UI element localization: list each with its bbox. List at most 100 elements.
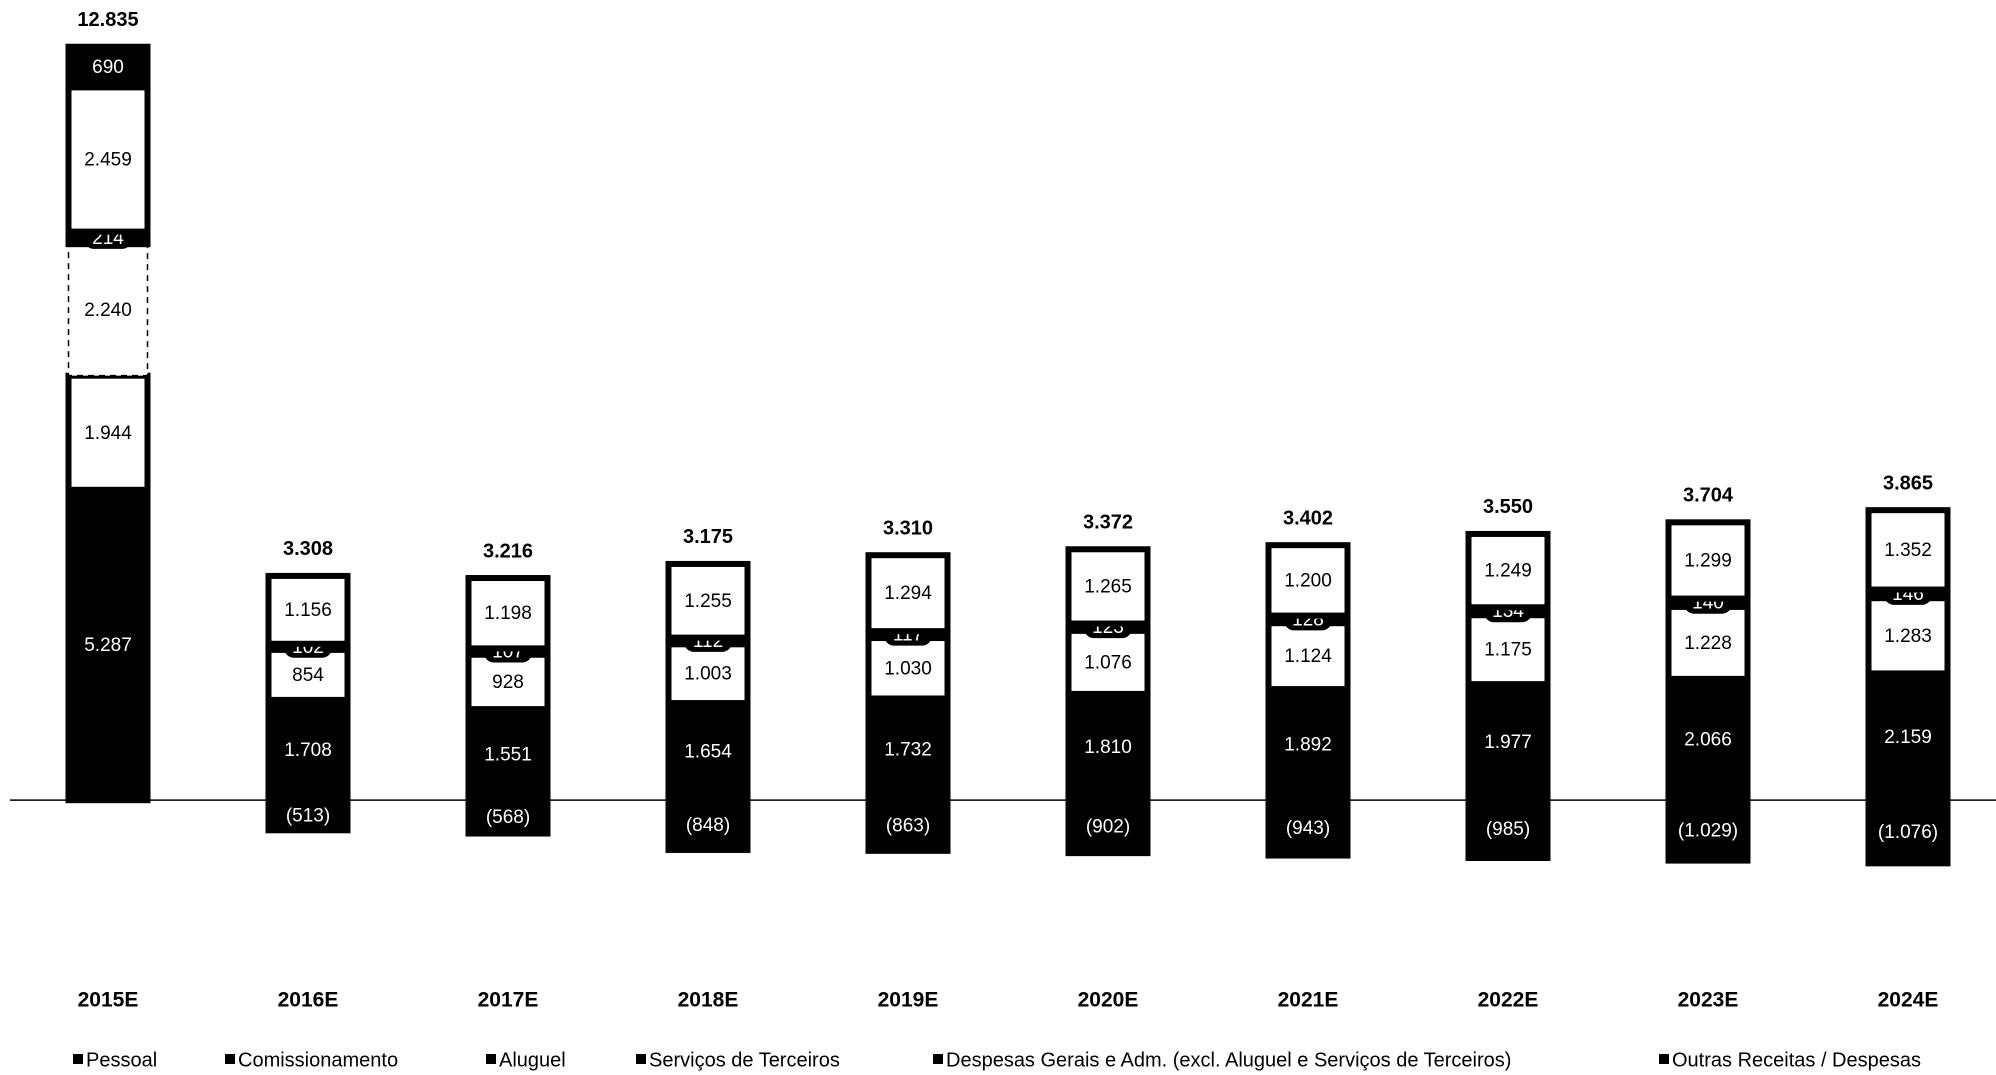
- value-label: 2.066: [1684, 730, 1732, 751]
- bar-segment: [465, 706, 551, 804]
- value-label: 1.892: [1284, 735, 1332, 756]
- x-tick-label: 2021E: [1278, 989, 1339, 1012]
- value-label: 1.076: [1084, 652, 1132, 673]
- legend-marker: [486, 1054, 496, 1064]
- legend-label: Pessoal: [86, 1049, 157, 1071]
- bar-segment: [1465, 530, 1551, 611]
- x-tick-label: 2024E: [1878, 989, 1939, 1012]
- total-label: 3.372: [1083, 512, 1133, 534]
- legend-marker: [636, 1054, 646, 1064]
- value-label: 1.249: [1484, 561, 1532, 582]
- value-label: 1.352: [1884, 540, 1932, 561]
- value-label: 1.294: [884, 583, 932, 604]
- bar-segment: [1865, 507, 1951, 593]
- value-label: 1.810: [1084, 737, 1132, 758]
- bar-segment: [1265, 542, 1351, 619]
- value-label: 1.255: [684, 591, 732, 612]
- bar-segment: [465, 797, 551, 837]
- value-label: 1.198: [484, 603, 532, 624]
- value-label: (985): [1486, 819, 1530, 840]
- legend-label: Despesas Gerais e Adm. (excl. Aluguel e …: [946, 1049, 1511, 1071]
- bar-segment: [465, 651, 551, 713]
- value-label: (863): [886, 816, 930, 837]
- bar-segment: [1265, 797, 1351, 859]
- x-tick-label: 2019E: [878, 989, 939, 1012]
- total-label: 3.550: [1483, 496, 1533, 518]
- legend-label: Comissionamento: [238, 1049, 398, 1071]
- bar-segment: [65, 486, 151, 804]
- value-label: 1.200: [1284, 570, 1332, 591]
- value-label: 928: [492, 672, 524, 693]
- legend-label: Serviços de Terceiros: [649, 1049, 840, 1071]
- total-label: 3.402: [1283, 507, 1333, 529]
- legend-marker: [225, 1054, 235, 1064]
- legend-label: Aluguel: [499, 1049, 566, 1071]
- value-label: 2.459: [84, 149, 132, 170]
- value-label: 1.944: [84, 423, 132, 444]
- value-label: (848): [686, 815, 730, 836]
- value-label: 1.156: [284, 600, 332, 621]
- bar-segment: [665, 560, 751, 641]
- total-label: 3.175: [683, 526, 733, 548]
- bar-segment: [65, 84, 151, 235]
- value-label: 1.732: [884, 739, 932, 760]
- total-label: 3.865: [1883, 472, 1933, 494]
- value-label: (902): [1086, 817, 1130, 838]
- value-label: 854: [292, 665, 324, 686]
- bar-segment: [1065, 546, 1151, 627]
- x-tick-label: 2022E: [1478, 989, 1539, 1012]
- bar-segment: [1665, 603, 1751, 682]
- value-label: 1.654: [684, 742, 732, 763]
- bar-segment: [65, 372, 151, 493]
- bar-segment: [1265, 686, 1351, 804]
- bar-segment: [1665, 675, 1751, 804]
- legend-marker: [73, 1054, 83, 1064]
- bar-segment: [65, 43, 151, 91]
- bar-segment: [1265, 620, 1351, 693]
- legend-marker: [933, 1054, 943, 1064]
- bar-segment: [1665, 797, 1751, 864]
- bar-segment: [1665, 519, 1751, 602]
- value-label: 5.287: [84, 635, 132, 656]
- total-label: 3.308: [283, 538, 333, 560]
- bar-segment: [865, 797, 951, 854]
- value-label: 1.124: [1284, 646, 1332, 667]
- bar-segment: [1065, 797, 1151, 857]
- value-label: 1.299: [1684, 550, 1732, 571]
- x-tick-label: 2018E: [678, 989, 739, 1012]
- value-label: 2.240: [84, 300, 132, 321]
- value-label: 1.175: [1484, 640, 1532, 661]
- legend-label: Outras Receitas / Despesas: [1672, 1049, 1921, 1071]
- total-label: 3.704: [1683, 485, 1734, 507]
- value-label: (1.029): [1678, 820, 1738, 841]
- value-label: (568): [486, 807, 530, 828]
- value-label: (513): [286, 805, 330, 826]
- value-label: (943): [1286, 818, 1330, 839]
- total-label: 3.310: [883, 517, 933, 539]
- bar-segment: [1465, 797, 1551, 862]
- bar-segment: [265, 797, 351, 834]
- value-label: 1.030: [884, 658, 932, 679]
- value-label: 1.551: [484, 745, 532, 766]
- value-label: 1.003: [684, 664, 732, 685]
- bar-segment: [465, 575, 551, 652]
- value-label: (1.076): [1878, 822, 1938, 843]
- total-label: 12.835: [77, 9, 138, 31]
- bar-segment: [67, 243, 149, 377]
- bar-segment: [1465, 612, 1551, 688]
- bar-segment: [665, 797, 751, 853]
- legend-marker: [1659, 1054, 1669, 1064]
- bar-segment: [865, 552, 951, 635]
- x-tick-label: 2020E: [1078, 989, 1139, 1012]
- bar-segment: [1465, 681, 1551, 804]
- x-tick-label: 2023E: [1678, 989, 1739, 1012]
- value-label: 1.265: [1084, 576, 1132, 597]
- bar-segment: [265, 572, 351, 647]
- value-label: 1.977: [1484, 732, 1532, 753]
- total-label: 3.216: [483, 540, 533, 562]
- value-label: 2.159: [1884, 727, 1932, 748]
- x-tick-label: 2015E: [78, 989, 139, 1012]
- value-label: 1.228: [1684, 633, 1732, 654]
- bar-segment: [1865, 797, 1951, 867]
